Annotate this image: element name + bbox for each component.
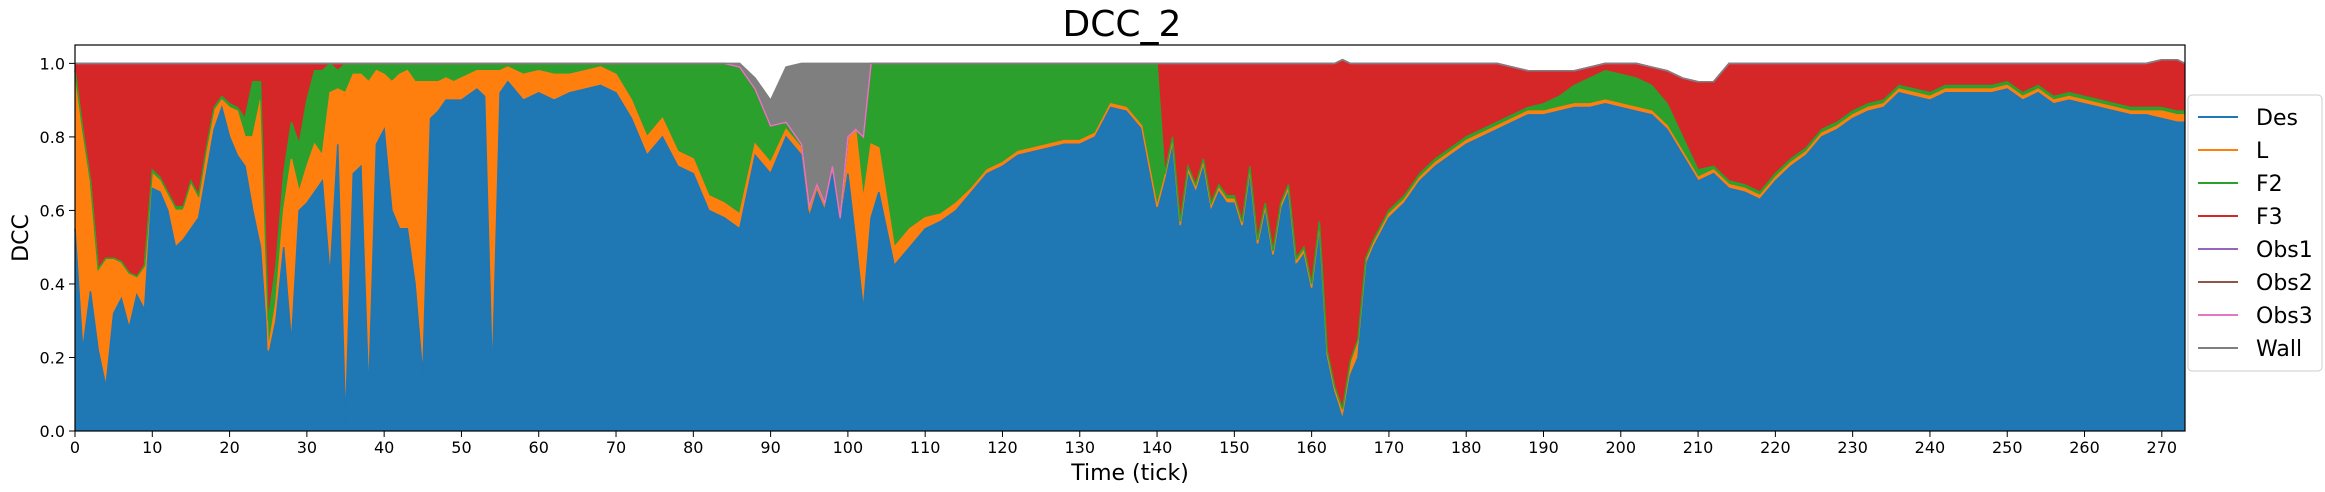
series-lines bbox=[74, 58, 2186, 424]
legend-label: F3 bbox=[2256, 205, 2283, 230]
x-tick-label: 130 bbox=[1064, 438, 1095, 457]
plot-frame bbox=[74, 44, 2186, 432]
x-tick-label: 190 bbox=[1528, 438, 1559, 457]
x-tick-label: 180 bbox=[1451, 438, 1482, 457]
x-tick-label: 170 bbox=[1374, 438, 1405, 457]
x-tick-label: 240 bbox=[1915, 438, 1946, 457]
y-axis-ticks: 0.0 0.2 0.4 0.6 0.8 1.0 bbox=[40, 54, 75, 441]
y-tick-label: 0.6 bbox=[40, 201, 65, 220]
x-tick-label: 230 bbox=[1837, 438, 1868, 457]
x-tick-label: 0 bbox=[70, 438, 80, 457]
x-tick-label: 40 bbox=[374, 438, 394, 457]
x-tick-label: 260 bbox=[2069, 438, 2100, 457]
legend-label: Obs3 bbox=[2256, 304, 2313, 329]
x-tick-label: 110 bbox=[910, 438, 941, 457]
line-wall bbox=[75, 58, 2186, 102]
legend-label: Wall bbox=[2256, 337, 2302, 362]
legend-label: L bbox=[2256, 139, 2269, 164]
x-tick-label: 150 bbox=[1219, 438, 1250, 457]
x-tick-label: 140 bbox=[1142, 438, 1173, 457]
x-tick-label: 20 bbox=[219, 438, 239, 457]
x-tick-label: 270 bbox=[2147, 438, 2178, 457]
legend: Des L F2 F3 Obs1 Obs2 Obs3 Wall bbox=[2187, 94, 2323, 372]
x-tick-label: 90 bbox=[760, 438, 780, 457]
legend-label: F2 bbox=[2256, 172, 2283, 197]
legend-label: Des bbox=[2256, 106, 2298, 131]
line-des bbox=[74, 80, 2185, 424]
legend-label: Obs1 bbox=[2256, 238, 2313, 263]
x-tick-label: 200 bbox=[1606, 438, 1637, 457]
y-axis-label: DCC bbox=[9, 214, 34, 262]
x-tick-label: 30 bbox=[297, 438, 317, 457]
x-tick-label: 10 bbox=[142, 438, 162, 457]
x-tick-label: 60 bbox=[529, 438, 549, 457]
x-tick-label: 220 bbox=[1760, 438, 1791, 457]
x-tick-label: 70 bbox=[606, 438, 626, 457]
x-tick-label: 210 bbox=[1683, 438, 1714, 457]
area-layers bbox=[75, 59, 2185, 431]
area-f3 bbox=[75, 59, 2185, 409]
y-tick-label: 0.8 bbox=[40, 128, 65, 147]
x-axis-label: Time (tick) bbox=[1070, 461, 1189, 486]
x-tick-label: 160 bbox=[1296, 438, 1327, 457]
area-des bbox=[75, 81, 2185, 431]
x-axis-ticks: 0 10 20 30 40 50 60 70 80 90 100 110 120 130 140 150 160… bbox=[70, 431, 2177, 457]
legend-box bbox=[2187, 94, 2323, 372]
y-tick-label: 0.2 bbox=[40, 348, 65, 367]
x-tick-label: 100 bbox=[833, 438, 864, 457]
y-tick-label: 0.4 bbox=[40, 275, 65, 294]
y-tick-label: 0.0 bbox=[40, 422, 65, 441]
x-tick-label: 50 bbox=[451, 438, 471, 457]
chart-title: DCC_2 bbox=[1063, 4, 1182, 45]
legend-label: Obs2 bbox=[2256, 271, 2313, 296]
line-l bbox=[74, 66, 2185, 413]
x-tick-label: 120 bbox=[987, 438, 1018, 457]
y-tick-label: 1.0 bbox=[40, 54, 65, 73]
x-tick-label: 80 bbox=[683, 438, 703, 457]
x-tick-label: 250 bbox=[1992, 438, 2023, 457]
